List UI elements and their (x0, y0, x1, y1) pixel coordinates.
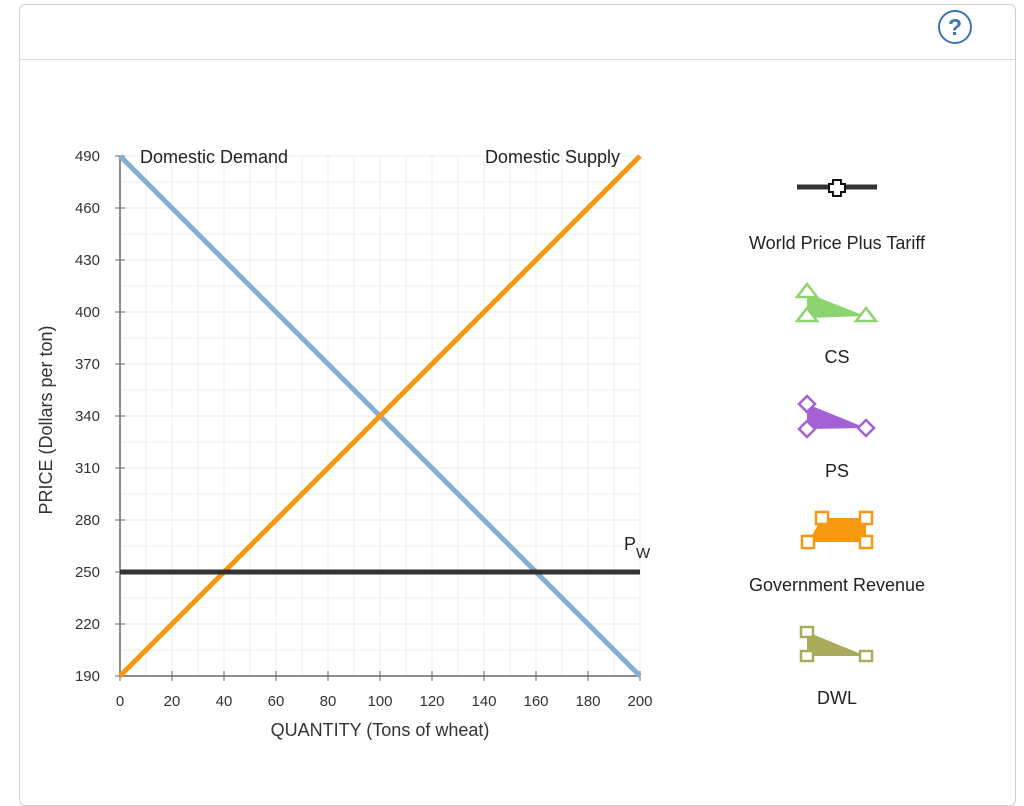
y-tick-label: 190 (75, 668, 100, 685)
x-tick-label: 40 (216, 693, 233, 710)
chart-series: Domestic Demand Domestic Supply PW (118, 147, 651, 678)
x-tick-label: 140 (471, 693, 496, 710)
y-tick-label: 430 (75, 252, 100, 269)
legend-label-government-revenue: Government Revenue (748, 575, 926, 595)
triangle-marker (853, 305, 879, 323)
diamond-marker (797, 419, 817, 439)
x-tick-label: 20 (164, 693, 181, 710)
square-marker (799, 625, 815, 639)
chart-ticks: 0 20 40 60 80 100 120 140 160 180 200 190 220 250 280 3… (75, 148, 653, 710)
plus-marker (828, 179, 846, 197)
square-marker (814, 510, 830, 526)
triangle-marker (794, 305, 820, 323)
square-marker (799, 649, 815, 663)
x-tick-label: 180 (575, 693, 600, 710)
x-tick-label: 0 (116, 693, 124, 710)
panel-divider (20, 59, 1015, 60)
triangle-area-icon[interactable] (794, 281, 879, 323)
legend-icons (794, 179, 879, 663)
legend-area (807, 632, 866, 656)
legend-label-cs: CS (824, 347, 850, 367)
supply-line (118, 154, 642, 678)
square-marker (858, 649, 874, 663)
triangle-marker (794, 281, 820, 299)
legend-area (807, 293, 865, 318)
demand-label: Domestic Demand (140, 147, 288, 167)
legend-area (807, 404, 866, 429)
world-price-subscript: W (636, 545, 651, 562)
diamond-marker (797, 394, 817, 414)
legend-label-ps: PS (824, 461, 849, 481)
y-tick-label: 490 (75, 148, 100, 165)
supply-label: Domestic Supply (485, 147, 620, 167)
y-tick-label: 340 (75, 408, 100, 425)
diamond-area-icon[interactable] (797, 394, 876, 439)
cross-line-icon[interactable] (797, 179, 877, 197)
graph-panel (19, 4, 1016, 806)
y-tick-label: 250 (75, 564, 100, 581)
y-tick-label: 370 (75, 356, 100, 373)
y-tick-label: 310 (75, 460, 100, 477)
small-square-area-icon[interactable] (799, 625, 874, 663)
help-button[interactable]: ? (938, 10, 972, 44)
legend-label-world-price-plus-tariff: World Price Plus Tariff (748, 233, 926, 253)
y-tick-label: 400 (75, 304, 100, 321)
chart-grid (120, 155, 641, 676)
y-tick-label: 220 (75, 616, 100, 633)
y-tick-label: 460 (75, 200, 100, 217)
chart-area: 0 20 40 60 80 100 120 140 160 180 200 190 220 250 280 3… (36, 147, 879, 740)
world-price-label: PW (624, 534, 651, 562)
x-tick-label: 100 (367, 693, 392, 710)
x-tick-label: 80 (320, 693, 337, 710)
diamond-marker (856, 418, 876, 438)
square-marker (858, 534, 874, 550)
x-axis-label: QUANTITY (Tons of wheat) (271, 720, 490, 740)
legend-label-dwl: DWL (817, 688, 857, 708)
x-tick-label: 160 (523, 693, 548, 710)
square-marker (800, 534, 816, 550)
x-tick-label: 200 (627, 693, 652, 710)
square-marker (858, 510, 874, 526)
y-tick-label: 280 (75, 512, 100, 529)
square-area-icon[interactable] (800, 510, 874, 550)
x-tick-label: 60 (268, 693, 285, 710)
y-axis-label: PRICE (Dollars per ton) (36, 325, 56, 514)
x-tick-label: 120 (419, 693, 444, 710)
